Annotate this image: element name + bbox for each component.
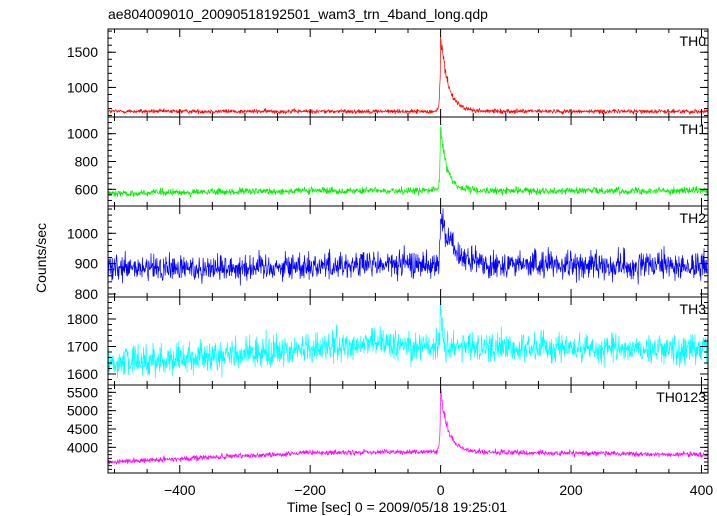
x-tick-label: 400 — [690, 482, 714, 498]
y-axis-label: Counts/sec — [33, 223, 49, 293]
x-axis-label: Time [sec] 0 = 2009/05/18 19:25:01 — [287, 499, 507, 515]
y-tick-label: 5000 — [67, 403, 98, 419]
y-tick-label: 800 — [75, 154, 99, 170]
y-tick-label: 1500 — [67, 44, 98, 60]
x-tick-label: 200 — [559, 482, 583, 498]
chart-title: ae804009010_20090518192501_wam3_trn_4ban… — [108, 6, 488, 22]
panel-label-th0: TH0 — [680, 33, 707, 49]
series-line-th2 — [108, 208, 708, 286]
y-tick-label: 1600 — [67, 366, 98, 382]
panel-frame-th0 — [107, 28, 709, 118]
panels-group: TH0 1000 1500 TH1 600 800 1000 TH2 800 900 1000 TH3… — [67, 28, 714, 498]
y-tick-label: 1800 — [67, 311, 98, 327]
y-tick-label: 1700 — [67, 339, 98, 355]
panel-label-th3: TH3 — [680, 301, 707, 317]
y-tick-label: 1000 — [67, 79, 98, 95]
y-tick-label: 900 — [75, 256, 99, 272]
y-tick-label: 1000 — [67, 225, 98, 241]
y-tick-label: 800 — [75, 286, 99, 302]
x-tick-label: 0 — [437, 482, 445, 498]
series-line-th0 — [108, 35, 708, 116]
panel-label-th2: TH2 — [680, 210, 707, 226]
y-tick-label: 1000 — [67, 126, 98, 142]
series-line-th3 — [108, 298, 708, 379]
panel-label-th0123: TH0123 — [656, 389, 706, 405]
x-tick-label: −400 — [164, 482, 196, 498]
series-line-th1 — [108, 126, 708, 198]
y-tick-label: 4000 — [67, 439, 98, 455]
y-tick-label: 5500 — [67, 384, 98, 400]
series-line-th0123 — [108, 386, 708, 465]
y-tick-label: 4500 — [67, 421, 98, 437]
y-tick-label: 600 — [75, 181, 99, 197]
x-tick-label: −200 — [294, 482, 326, 498]
panel-label-th1: TH1 — [680, 121, 707, 137]
